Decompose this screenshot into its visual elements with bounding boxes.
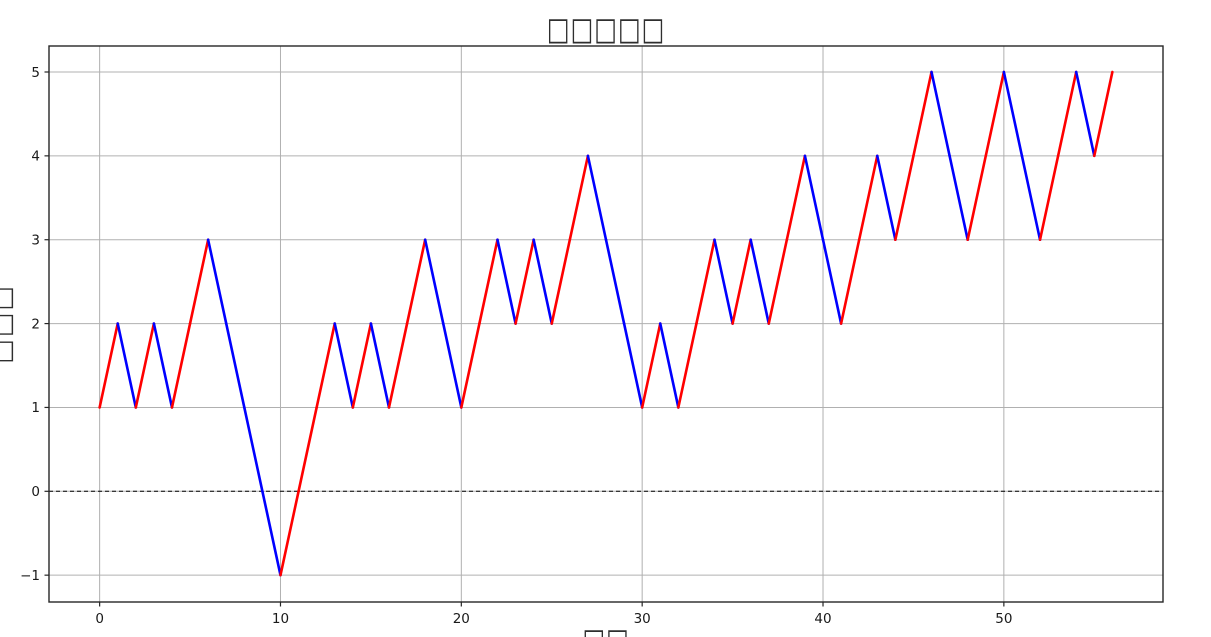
series-segment-down — [496, 238, 517, 325]
series-segment-down — [713, 238, 734, 325]
series-segment-down — [604, 238, 626, 325]
series-segment-up — [315, 322, 337, 409]
series-segment-up — [839, 238, 861, 325]
series-segment-up — [695, 238, 716, 325]
y-tick-label: 1 — [31, 400, 40, 416]
y-tick-label: −1 — [20, 568, 40, 584]
x-tick-label: 0 — [95, 611, 104, 627]
series-segment-up — [297, 406, 318, 493]
x-tick-label: 30 — [634, 611, 651, 627]
series-segment-down — [441, 322, 463, 409]
series-segment-down — [948, 154, 969, 242]
series-segment-down — [333, 322, 355, 409]
series-segment-down — [658, 322, 680, 409]
series-segment-up — [514, 238, 535, 325]
series-segment-up — [1038, 154, 1060, 242]
series-segment-up — [188, 238, 210, 325]
series-segment-up — [460, 322, 481, 409]
series-segment-up — [568, 154, 590, 242]
series-segment-down — [622, 322, 644, 409]
series-segment-down — [261, 490, 282, 577]
series-segment-down — [1002, 70, 1024, 158]
y-tick-label: 3 — [31, 233, 40, 249]
series-segment-down — [875, 154, 897, 242]
series-segment-up — [98, 322, 120, 409]
series-segment-down — [243, 406, 264, 493]
series-segment-up — [387, 322, 409, 409]
series-segment-up — [912, 70, 933, 158]
series-segment-down — [821, 238, 843, 325]
series-segment-down — [423, 238, 445, 325]
x-tick-label: 40 — [814, 611, 831, 627]
y-tick-label: 0 — [31, 484, 40, 500]
chart-title: □□□□□ — [546, 10, 666, 48]
series-segment-up — [405, 238, 427, 325]
series-segment-up — [894, 154, 915, 242]
series-segment-up — [279, 490, 300, 577]
series-segment-up — [478, 238, 499, 325]
x-tick-label: 20 — [453, 611, 470, 627]
series-segment-up — [351, 322, 373, 409]
y-axis-label: □□□ — [0, 284, 17, 364]
series-segment-up — [731, 238, 752, 325]
series-segment-down — [206, 238, 228, 325]
y-tick-label: 2 — [31, 316, 40, 332]
series-segment-up — [134, 322, 156, 409]
series-segment-up — [1056, 70, 1078, 158]
series-segment-up — [857, 154, 879, 242]
series-segment-down — [749, 238, 771, 325]
series-segment-down — [803, 154, 825, 242]
series-segment-down — [1074, 70, 1096, 158]
x-tick-label: 50 — [995, 611, 1012, 627]
series-segment-up — [677, 322, 698, 409]
y-tick-label: 5 — [31, 65, 40, 81]
series-segment-up — [550, 238, 572, 325]
series-segment-down — [152, 322, 174, 409]
series-segment-up — [984, 70, 1006, 158]
series-segment-down — [224, 322, 246, 409]
series-segment-down — [369, 322, 391, 409]
series-segment-down — [1020, 154, 1042, 242]
series-segment-down — [586, 154, 608, 242]
series-segment-up — [1092, 70, 1114, 158]
x-axis-label: □□ — [49, 624, 1163, 637]
series-segment-down — [116, 322, 138, 409]
series-segment-down — [532, 238, 554, 325]
series-segment-up — [170, 322, 192, 409]
series-segment-up — [785, 154, 807, 242]
series-segment-down — [930, 70, 951, 158]
series-segment-up — [966, 154, 988, 242]
y-tick-label: 4 — [31, 149, 40, 165]
series-segment-up — [767, 238, 789, 325]
x-tick-label: 10 — [272, 611, 289, 627]
series-segment-up — [640, 322, 662, 409]
